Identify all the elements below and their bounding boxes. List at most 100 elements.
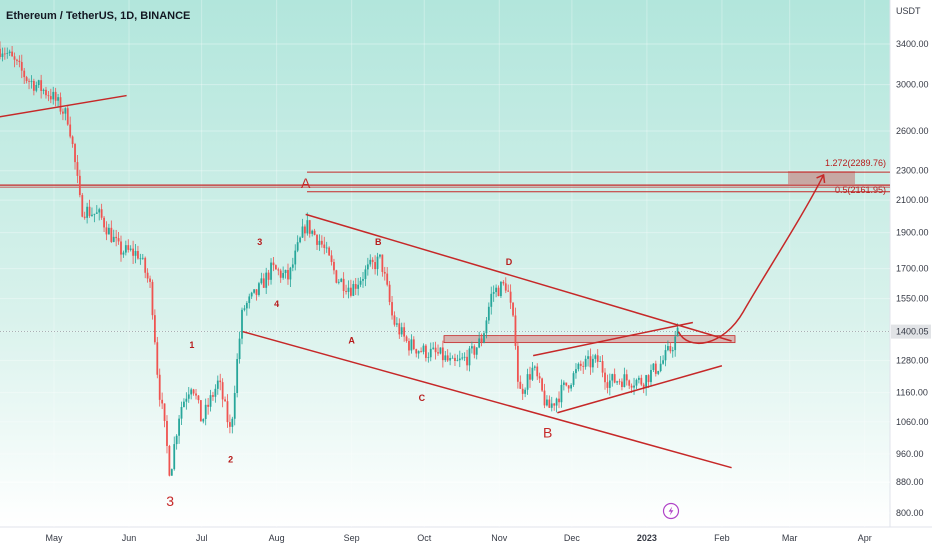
candle-body (18, 60, 21, 63)
candle-body (323, 244, 326, 248)
candle-body (429, 348, 432, 358)
candle-body (621, 381, 623, 388)
fib-label: 0.5(2161.95) (835, 185, 886, 195)
candle-body (546, 399, 548, 406)
candle-body (444, 355, 447, 361)
candle-body (410, 339, 413, 351)
candle-body (120, 241, 122, 255)
candle-body (538, 376, 541, 379)
candle-body (379, 254, 381, 257)
candle-body (178, 418, 180, 436)
candle-body (64, 108, 67, 114)
candle-body (654, 363, 657, 374)
candle-body (432, 347, 435, 349)
candle-body (492, 292, 495, 294)
time-axis-area (0, 527, 932, 550)
candle-body (584, 358, 587, 367)
candle-body (294, 250, 297, 265)
candle-body (66, 108, 69, 125)
candle-body (657, 371, 660, 374)
candle-body (115, 236, 118, 239)
candle-body (170, 469, 173, 476)
candle-body (69, 124, 72, 137)
candle-body (388, 284, 391, 303)
time-tick-label: Aug (269, 533, 285, 543)
wave-label: 2 (228, 454, 233, 464)
time-axis-ticks: May Jun Jul Aug Sep Oct Nov Dec 2023 Feb Mar Apr (45, 533, 871, 543)
candle-body (47, 95, 50, 97)
candle-body (340, 278, 343, 282)
candle-body (103, 217, 105, 228)
flash-icon[interactable] (662, 502, 680, 520)
candle-body (613, 374, 616, 383)
candle-body (642, 384, 645, 389)
time-tick-label: 2023 (637, 533, 657, 543)
candle-body (412, 339, 415, 350)
candle-body (454, 357, 456, 361)
candle-body (105, 227, 108, 235)
candle-body (475, 347, 478, 355)
candle-body (509, 291, 512, 303)
candle-body (589, 356, 592, 368)
trendline (0, 94, 127, 118)
candle-body (243, 308, 246, 310)
candle-body (289, 267, 292, 280)
candle-body (262, 278, 265, 288)
price-tick-label: 880.00 (896, 477, 924, 487)
candle-body (625, 374, 628, 381)
candle-body (299, 237, 301, 243)
candle-body (23, 70, 26, 78)
candle-body (507, 290, 510, 292)
candle-body (209, 395, 212, 407)
trendline (533, 321, 694, 357)
candle-body (427, 357, 430, 359)
candle-body (398, 323, 401, 335)
candle-body (352, 284, 355, 296)
candle-body (362, 279, 364, 281)
wave-label: 3 (166, 493, 174, 509)
candle-body (439, 347, 442, 354)
candle-body (371, 259, 374, 263)
candle-body (519, 381, 522, 389)
candle-body (282, 273, 285, 278)
candle-body (141, 257, 144, 259)
candle-body (669, 346, 672, 352)
candle-body (652, 363, 655, 371)
candle-body (45, 89, 47, 96)
candle-body (502, 281, 505, 284)
candle-body (495, 287, 497, 293)
candle-body (124, 245, 127, 253)
candle-body (134, 251, 137, 256)
candle-body (151, 281, 154, 316)
candle-body (628, 380, 631, 386)
candle-body (408, 340, 410, 351)
candle-body (570, 384, 573, 389)
candle-body (137, 251, 139, 259)
wave-labels: 1 2 3 4 A B C D 3 A B 1.272(2289.76) 0.5(2161.95) (166, 158, 886, 509)
candle-body (553, 403, 556, 406)
candle-body (6, 53, 9, 54)
candle-body (514, 315, 517, 346)
wave-label: B (375, 237, 382, 247)
candle-body (393, 315, 396, 325)
candle-body (594, 355, 597, 359)
candle-body (265, 272, 268, 288)
candle-body (20, 62, 23, 71)
candle-body (221, 382, 224, 400)
price-tick-label: 1060.00 (896, 417, 929, 427)
trendline (242, 330, 732, 469)
candle-body (500, 281, 502, 297)
candle-body (255, 289, 258, 295)
candle-body (88, 206, 91, 216)
candle-body (202, 419, 205, 422)
candle-body (441, 347, 444, 361)
candle-body (54, 91, 57, 101)
candle-body (25, 77, 28, 81)
candle-body (526, 374, 529, 390)
candle-body (596, 355, 599, 362)
candle-body (497, 287, 500, 297)
currency-label: USDT (896, 6, 921, 16)
candle-body (320, 240, 323, 245)
candle-body (258, 283, 260, 295)
